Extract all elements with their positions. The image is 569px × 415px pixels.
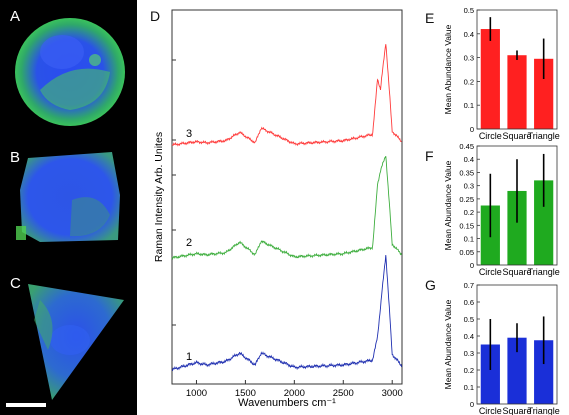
bar-ytick-label: 0.15 xyxy=(459,221,474,230)
spectrum-line-2 xyxy=(171,156,402,260)
bar-ytick-label: 0 xyxy=(470,125,474,134)
cell-label-c: C xyxy=(10,275,21,292)
bar-frame xyxy=(476,284,558,405)
bar-triangle xyxy=(534,340,554,404)
spectra-xtick-label: 3000 xyxy=(382,388,403,399)
panel-label-g: G xyxy=(425,277,436,293)
bar-square xyxy=(507,337,527,404)
bar-category-label: Circle xyxy=(479,267,502,277)
spectrum-label-2: 2 xyxy=(186,237,192,249)
bar-triangle xyxy=(534,180,554,265)
bar-category-label: Square xyxy=(502,406,531,415)
bar-ytick-label: 0.5 xyxy=(464,6,474,15)
cell-images-panel: A B C xyxy=(0,0,137,415)
spectra-xtick-label: 2500 xyxy=(333,388,354,399)
bar-triangle xyxy=(534,58,554,129)
spectra-xtick-label: 1000 xyxy=(186,388,207,399)
cell-images-art xyxy=(6,18,125,407)
bar-chart-f: 0 0.05 0.1 0.15 0.2 0.25 0.3 0.35 0.4 0.45 Circle S… xyxy=(443,142,560,277)
bar-ytick-label: 0.4 xyxy=(464,30,474,39)
scale-bar xyxy=(6,403,46,407)
bar-ytick-label: 0.3 xyxy=(464,349,474,358)
bar-ytick-label: 0.7 xyxy=(464,281,474,290)
bar-ytick-label: 0.1 xyxy=(464,235,474,244)
bar-category-label: Triangle xyxy=(528,267,560,277)
bar-ytick-label: 0.25 xyxy=(459,195,474,204)
bar-ytick-label: 0.6 xyxy=(464,298,474,307)
spectra-ylabel: Raman Intensity Arb. Unites xyxy=(153,132,165,262)
bar-circle xyxy=(480,344,500,404)
spectra-xtick-label: 1500 xyxy=(235,388,256,399)
bar-ytick-label: 0.3 xyxy=(464,54,474,63)
bar-square xyxy=(507,190,527,265)
bar-category-label: Triangle xyxy=(528,406,560,415)
spectrum-label-1: 1 xyxy=(186,351,192,363)
bar-ylabel: Mean Abundance Value xyxy=(443,160,453,250)
bar-ytick-label: 0 xyxy=(470,261,474,270)
panel-label-e: E xyxy=(425,10,435,26)
spectrum-line-1 xyxy=(171,255,403,372)
bar-ytick-label: 0.1 xyxy=(464,101,474,110)
bar-frame xyxy=(476,9,558,130)
bar-ytick-label: 0.1 xyxy=(464,383,474,392)
bar-chart-g: 0 0.1 0.2 0.3 0.4 0.5 0.6 0.7 Circle SquareTriang… xyxy=(443,281,560,415)
bar-circle xyxy=(480,29,500,129)
bar-ytick-label: 0.2 xyxy=(464,77,474,86)
bar-category-label: Circle xyxy=(479,131,502,141)
bar-ytick-label: 0.05 xyxy=(459,248,474,257)
spectrum-line-3 xyxy=(171,44,402,147)
bar-ylabel: Mean Abundance Value xyxy=(443,24,453,114)
cell-square xyxy=(16,152,120,242)
spectra-xtick-label: 2000 xyxy=(284,388,305,399)
spectra-xlabel: Wavenumbers cm⁻¹ xyxy=(238,397,336,409)
bar-category-label: Circle xyxy=(479,406,502,415)
bar-ytick-label: 0.5 xyxy=(464,315,474,324)
bar-ytick-label: 0.3 xyxy=(464,182,474,191)
bar-frame xyxy=(476,145,558,266)
bar-category-label: Square xyxy=(502,131,531,141)
cell-label-b: B xyxy=(10,149,21,166)
bar-ylabel: Mean Abundance Value xyxy=(443,299,453,389)
bar-category-label: Triangle xyxy=(528,131,560,141)
cell-label-a: A xyxy=(10,8,21,25)
panel-label-d: D xyxy=(150,8,161,24)
cell-triangle xyxy=(28,284,124,400)
bar-ytick-label: 0 xyxy=(470,400,474,409)
bar-ytick-label: 0.2 xyxy=(464,366,474,375)
bar-category-label: Square xyxy=(502,267,531,277)
spectra-frame xyxy=(171,9,403,385)
bar-square xyxy=(507,55,527,129)
bar-ytick-label: 0.45 xyxy=(459,142,474,151)
spectrum-label-3: 3 xyxy=(186,128,192,140)
panel-label-f: F xyxy=(425,148,434,164)
bar-ytick-label: 0.4 xyxy=(464,155,474,164)
bar-ytick-label: 0.4 xyxy=(464,332,474,341)
bar-ytick-label: 0.35 xyxy=(459,168,474,177)
bar-ytick-label: 0.2 xyxy=(464,208,474,217)
cell-circle xyxy=(15,18,125,126)
